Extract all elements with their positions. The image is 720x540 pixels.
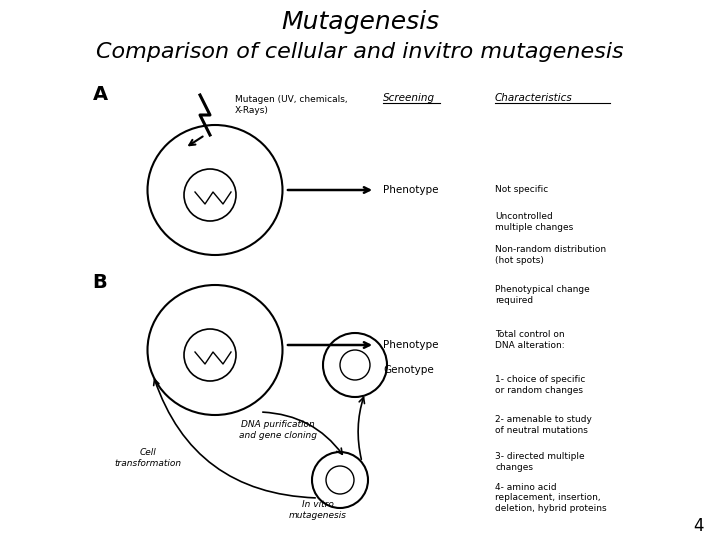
Text: Comparison of cellular and invitro mutagenesis: Comparison of cellular and invitro mutag… [96,42,624,62]
Text: A: A [92,85,107,105]
Text: Non-random distribution
(hot spots): Non-random distribution (hot spots) [495,245,606,265]
Text: Mutagen (UV, chemicals,
X-Rays): Mutagen (UV, chemicals, X-Rays) [235,95,348,114]
Text: Phenotypical change
required: Phenotypical change required [495,285,590,305]
Text: Genotype: Genotype [383,365,433,375]
Text: DNA purification
and gene cloning: DNA purification and gene cloning [239,420,317,440]
Text: Phenotype: Phenotype [383,185,438,195]
Text: Total control on
DNA alteration:: Total control on DNA alteration: [495,330,564,350]
Text: 1- choice of specific
or random changes: 1- choice of specific or random changes [495,375,585,395]
Text: Characteristics: Characteristics [495,93,572,103]
Text: Not specific: Not specific [495,186,548,194]
Text: 2- amenable to study
of neutral mutations: 2- amenable to study of neutral mutation… [495,415,592,435]
Text: Screening: Screening [383,93,435,103]
Text: Phenotype: Phenotype [383,340,438,350]
Text: Mutagenesis: Mutagenesis [281,10,439,34]
Text: Cell
transformation: Cell transformation [114,448,181,468]
Text: 4- amino acid
replacement, insertion,
deletion, hybrid proteins: 4- amino acid replacement, insertion, de… [495,483,607,513]
Text: B: B [93,273,107,293]
Text: 4: 4 [693,517,703,535]
Text: In vitro
mutagenesis: In vitro mutagenesis [289,500,347,519]
Text: Uncontrolled
multiple changes: Uncontrolled multiple changes [495,212,573,232]
Text: 3- directed multiple
changes: 3- directed multiple changes [495,453,585,472]
